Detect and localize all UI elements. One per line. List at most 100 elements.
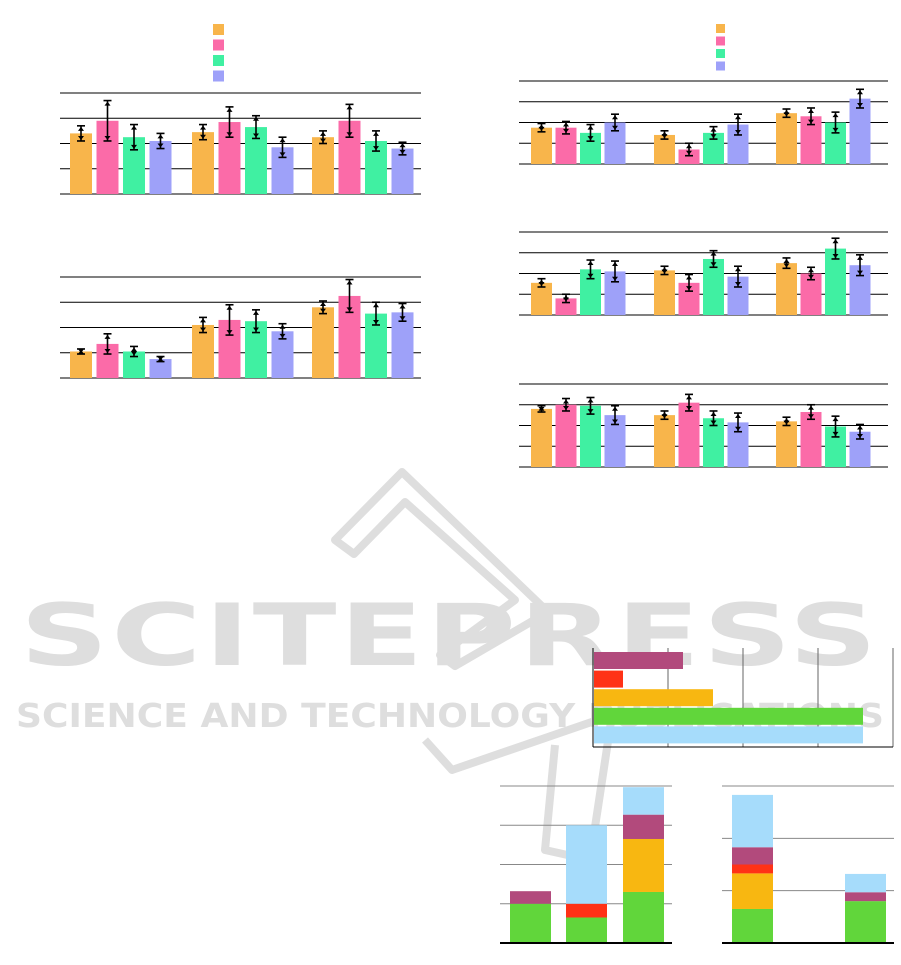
bar: [218, 319, 241, 378]
legend-swatch: [213, 24, 224, 35]
bar: [727, 276, 749, 315]
legend-swatch: [716, 36, 725, 46]
error-bar: [103, 333, 112, 355]
bar: [604, 271, 626, 315]
error-bar: [856, 88, 864, 109]
bar: [678, 149, 700, 164]
bar-segment: [510, 891, 551, 904]
error-bar: [156, 355, 165, 363]
error-bar: [586, 396, 595, 415]
bar: [594, 670, 623, 688]
error-bar: [611, 113, 619, 132]
legend-swatch: [213, 55, 224, 66]
error-bar: [372, 301, 380, 326]
bar: [604, 122, 626, 164]
bar: [70, 133, 92, 194]
bar-segment: [623, 891, 664, 943]
charts: [60, 24, 894, 944]
bar: [800, 116, 822, 164]
bar: [365, 313, 387, 378]
error-bar: [345, 103, 354, 138]
bar: [365, 140, 387, 194]
legend: [213, 24, 224, 82]
error-bar: [782, 257, 791, 270]
error-bar: [734, 412, 742, 433]
book-icon-page: [422, 711, 616, 864]
bar: [580, 405, 601, 467]
error-bar: [611, 260, 619, 283]
error-bar: [685, 142, 693, 157]
legend-swatch: [716, 49, 725, 58]
error-bar: [685, 393, 693, 412]
bar: [192, 132, 214, 194]
error-bar: [345, 278, 354, 314]
error-bar: [709, 125, 718, 140]
error-bar: [252, 114, 260, 140]
error-bar: [252, 309, 260, 334]
bar: [245, 321, 267, 378]
bar: [555, 404, 577, 467]
error-bar: [199, 123, 207, 141]
bar: [218, 122, 241, 194]
bar: [338, 120, 361, 194]
bar: [312, 137, 334, 194]
bar: [654, 415, 675, 467]
chart-right-1: [519, 80, 888, 165]
bar-segment: [845, 901, 886, 943]
error-bar: [660, 410, 669, 421]
bar: [555, 298, 577, 315]
legend-swatch: [716, 24, 725, 33]
bar: [654, 134, 675, 164]
error-bar: [319, 130, 327, 145]
error-bar: [586, 123, 595, 142]
bar: [123, 137, 145, 194]
bar: [678, 402, 700, 467]
error-bar: [685, 273, 693, 292]
bar: [123, 351, 145, 378]
bar: [594, 652, 683, 669]
bar-segment: [623, 838, 664, 892]
bar: [825, 122, 846, 164]
error-bar: [807, 107, 815, 126]
error-bar: [562, 397, 570, 412]
bar-segment: [510, 903, 551, 943]
error-bar: [831, 415, 840, 438]
error-bar: [199, 316, 207, 334]
bar: [338, 295, 361, 378]
error-bar: [77, 348, 85, 355]
bar-segment: [566, 903, 607, 918]
bar: [245, 127, 267, 194]
legend-swatch: [716, 61, 725, 71]
bar: [727, 124, 749, 164]
error-bar: [77, 125, 85, 142]
error-bar: [398, 302, 407, 322]
bar: [800, 412, 822, 467]
error-bar: [130, 345, 138, 358]
error-bar: [611, 404, 619, 426]
error-bar: [734, 113, 742, 136]
bar-segment: [732, 873, 773, 909]
bar-segment: [845, 892, 886, 902]
error-bar: [398, 141, 407, 156]
error-bar: [130, 123, 138, 151]
bar: [776, 113, 797, 164]
bar: [776, 421, 797, 467]
bar-segment: [623, 787, 664, 815]
bar: [531, 408, 552, 467]
bar: [580, 269, 601, 315]
bar-segment: [845, 873, 886, 893]
chart-right-2: [519, 231, 888, 316]
watermark-title: SCITEPRESS: [20, 586, 880, 686]
bar: [604, 415, 626, 467]
error-bar: [278, 322, 287, 340]
bar-segment: [623, 814, 664, 839]
error-bar: [856, 254, 864, 277]
error-bar: [586, 259, 595, 280]
book-icon: [331, 468, 552, 670]
error-bar: [278, 136, 287, 159]
bar: [849, 98, 871, 164]
error-bar: [537, 277, 546, 288]
bar: [580, 132, 601, 164]
bar: [192, 324, 214, 378]
